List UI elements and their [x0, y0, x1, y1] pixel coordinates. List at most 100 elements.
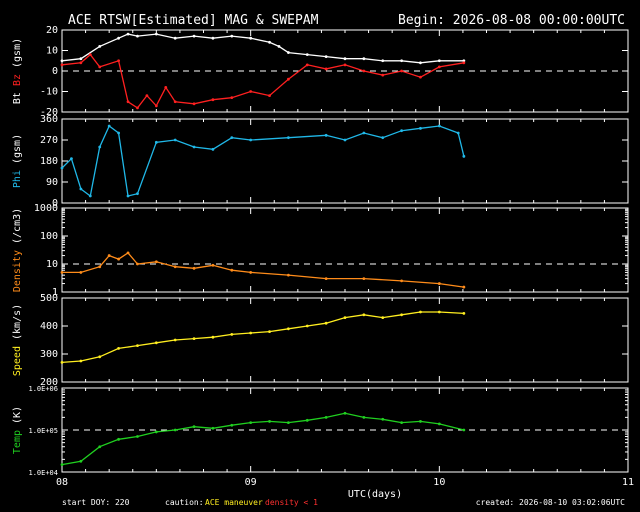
data-point — [154, 430, 158, 434]
begin-time: Begin: 2026-08-08 00:00:00UTC — [398, 13, 625, 28]
y-tick-label: 1 — [52, 287, 58, 298]
y-axis-label: Density (/cm3) — [12, 208, 23, 292]
x-tick-label: 09 — [245, 477, 257, 488]
data-point — [400, 59, 403, 63]
data-point — [381, 59, 385, 63]
data-point — [287, 51, 290, 54]
data-point — [362, 277, 366, 281]
y-tick-label: 1000 — [34, 203, 58, 214]
data-point — [126, 100, 130, 104]
data-point — [381, 316, 385, 319]
x-tick-label: 11 — [622, 477, 634, 488]
y-tick-label: 1.0E+05 — [28, 427, 58, 435]
data-point — [324, 133, 328, 137]
data-point — [437, 310, 441, 314]
panel-frame — [61, 29, 629, 113]
y-axis-label-part: (km/s) — [12, 304, 23, 346]
data-point — [462, 59, 466, 63]
y-axis-label-part: Density — [12, 250, 23, 292]
data-point — [400, 421, 403, 425]
data-point — [287, 327, 290, 331]
caution-density: density < 1 — [265, 498, 318, 507]
data-point — [230, 333, 234, 336]
y-axis-label-part: (/cm3) — [12, 208, 23, 250]
data-point — [324, 415, 328, 419]
data-point — [192, 145, 196, 149]
y-tick-label: 500 — [40, 293, 58, 304]
data-point — [154, 104, 158, 108]
data-point — [117, 257, 120, 261]
start-doy: start DOY: 220 — [62, 498, 130, 507]
data-point — [343, 316, 347, 319]
data-point — [268, 330, 271, 333]
data-point — [456, 131, 460, 135]
data-point — [287, 77, 290, 81]
data-point — [268, 94, 271, 97]
y-tick-label: -20 — [40, 107, 58, 118]
y-axis-label: Temp (K) — [12, 406, 23, 454]
x-tick-label: 08 — [56, 477, 68, 488]
data-point — [79, 187, 83, 191]
panel-frame — [61, 387, 629, 473]
data-point — [136, 435, 139, 438]
y-tick-label: 270 — [40, 135, 58, 146]
panel-frame — [61, 297, 629, 383]
data-point — [362, 69, 366, 73]
data-point — [362, 313, 366, 317]
y-tick-label: 300 — [40, 349, 58, 360]
data-point — [164, 86, 168, 89]
data-point — [136, 262, 139, 266]
y-tick-label: 200 — [40, 377, 58, 388]
data-point — [117, 437, 120, 441]
data-point — [173, 36, 177, 40]
y-axis-label: Phi (gsm) — [12, 134, 23, 188]
data-point — [98, 45, 102, 48]
data-point — [154, 140, 158, 144]
data-point — [324, 55, 328, 59]
data-point — [287, 273, 290, 277]
data-point — [362, 57, 366, 61]
data-point — [136, 344, 139, 347]
data-point — [437, 65, 441, 69]
data-point — [211, 147, 215, 151]
data-point — [230, 34, 234, 38]
data-point — [154, 260, 158, 264]
data-point — [60, 361, 64, 364]
data-point — [249, 331, 253, 335]
data-point — [400, 129, 403, 133]
data-point — [145, 94, 149, 97]
data-point — [98, 265, 102, 269]
y-tick-label: 1.0E+04 — [28, 469, 58, 477]
data-point — [173, 265, 177, 269]
data-point — [305, 63, 309, 67]
data-point — [60, 463, 64, 467]
series-line-density — [62, 252, 464, 288]
data-point — [88, 53, 92, 56]
y-tick-label: 100 — [40, 231, 58, 242]
data-point — [230, 423, 234, 427]
y-axis-label-part: (gsm) — [12, 134, 23, 170]
data-point — [79, 459, 83, 463]
data-point — [249, 421, 253, 425]
y-axis-label-part: Phi — [12, 170, 23, 188]
data-point — [60, 59, 64, 63]
y-tick-label: 20 — [46, 25, 58, 36]
data-point — [277, 45, 281, 48]
data-point — [305, 53, 309, 56]
y-tick-label: 180 — [40, 156, 58, 167]
panel-frame — [61, 118, 629, 204]
data-point — [324, 67, 328, 71]
data-point — [98, 445, 102, 449]
data-point — [400, 313, 403, 317]
y-tick-label: 90 — [46, 177, 58, 188]
data-point — [343, 411, 347, 415]
data-point — [324, 277, 328, 281]
data-point — [192, 425, 196, 429]
data-point — [437, 124, 441, 128]
data-point — [60, 271, 64, 274]
caution-label: caution: — [165, 498, 204, 507]
data-point — [107, 254, 111, 257]
panel-temp: 1.0E+04 1.0E+05 1.0E+06 Temp (K) — [12, 385, 629, 477]
y-axis-label: Bt Bz (gsm) — [12, 38, 23, 104]
